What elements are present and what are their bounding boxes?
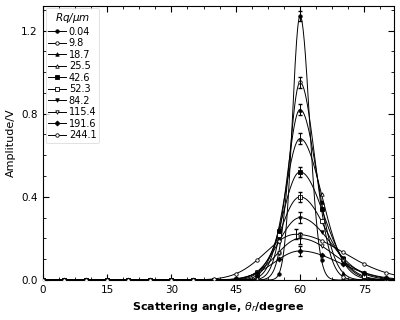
Y-axis label: Amplitude/V: Amplitude/V: [6, 108, 16, 177]
Legend: 0.04, 9.8, 18.7, 25.5, 42.6, 52.3, 84.2, 115.4, 191.6, 244.1: 0.04, 9.8, 18.7, 25.5, 42.6, 52.3, 84.2,…: [46, 8, 99, 143]
X-axis label: Scattering angle, $\theta_r$/degree: Scattering angle, $\theta_r$/degree: [132, 300, 304, 315]
